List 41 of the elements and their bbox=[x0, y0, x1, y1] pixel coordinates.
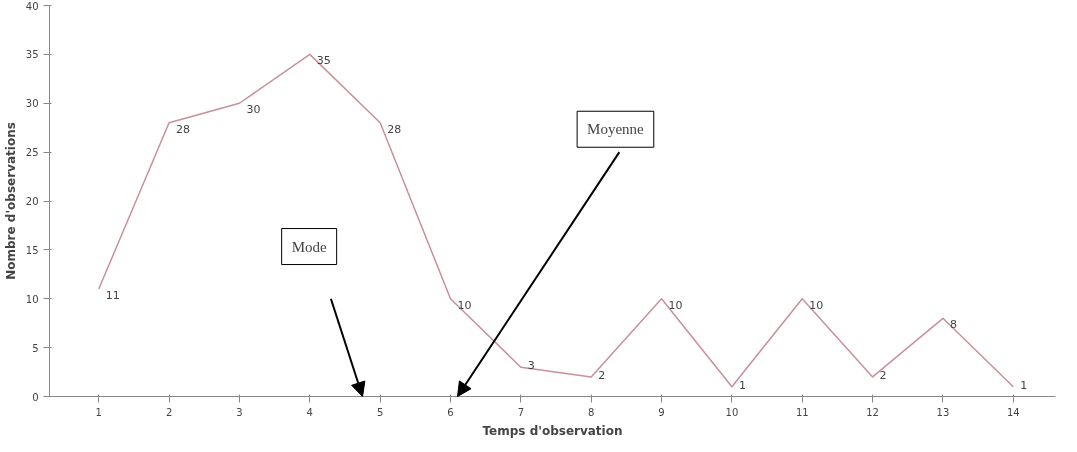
data-label: 10 bbox=[457, 298, 472, 312]
data-label: 28 bbox=[387, 122, 402, 136]
x-tick-label: 9 bbox=[658, 406, 665, 418]
x-tick-label: 2 bbox=[165, 406, 173, 418]
data-label: 11 bbox=[105, 288, 120, 302]
data-label: 10 bbox=[668, 298, 683, 312]
annotation: Mode bbox=[291, 238, 327, 255]
data-label: 28 bbox=[176, 122, 191, 136]
x-tick-label: 12 bbox=[866, 406, 879, 418]
x-tick-label: 6 bbox=[447, 406, 454, 418]
x-tick-label: 3 bbox=[236, 406, 243, 418]
x-tick-label: 8 bbox=[588, 406, 595, 418]
data-label: 1 bbox=[738, 378, 746, 392]
y-tick-label: 20 bbox=[25, 196, 39, 207]
x-tick-label: 11 bbox=[795, 406, 809, 418]
line-series bbox=[97, 53, 1015, 388]
y-tick-label: 35 bbox=[25, 49, 39, 61]
data-label: 10 bbox=[809, 298, 824, 312]
x-tick-label: 14 bbox=[1006, 406, 1020, 418]
y-tick-label: 30 bbox=[25, 98, 39, 110]
y-tick-label: 10 bbox=[25, 293, 39, 305]
data-label: 8 bbox=[949, 318, 957, 332]
data-label: 2 bbox=[598, 368, 606, 382]
data-label: 2 bbox=[879, 368, 887, 382]
y-axis-title: Nombre d'observations bbox=[3, 122, 18, 280]
data-label: 30 bbox=[246, 103, 261, 117]
annotation: Moyenne bbox=[587, 121, 645, 138]
data-label: 1 bbox=[1020, 378, 1028, 392]
x-tick-label: 7 bbox=[517, 406, 525, 418]
y-tick-label: 0 bbox=[32, 391, 39, 403]
x-tick-label: 4 bbox=[306, 406, 313, 418]
y-tick-label: 40 bbox=[25, 0, 39, 12]
x-axis-title: Temps d'observation bbox=[482, 423, 623, 438]
y-tick-label: 25 bbox=[25, 147, 39, 159]
x-tick-label: 10 bbox=[725, 406, 739, 418]
data-label: 35 bbox=[316, 54, 331, 68]
x-tick-label: 5 bbox=[376, 406, 384, 418]
x-tick-label: 1 bbox=[95, 406, 102, 418]
x-tick-label: 13 bbox=[936, 406, 950, 418]
y-tick-label: 5 bbox=[32, 342, 39, 354]
y-tick-label: 15 bbox=[25, 244, 39, 256]
